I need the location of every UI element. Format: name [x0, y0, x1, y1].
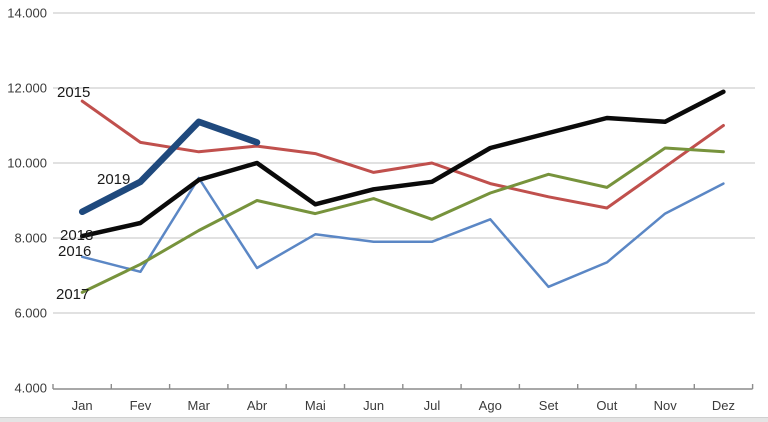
- x-axis-labels: Jan Fev Mar Abr Mai Jun Jul Ago Set Out Nov Dez: [72, 398, 735, 413]
- x-tick-label: Mar: [188, 398, 211, 413]
- chart-bottom-edge: [0, 417, 768, 422]
- y-tick-label: 4.000: [14, 381, 47, 396]
- x-tick-label: Jul: [424, 398, 441, 413]
- y-tick-label: 8.000: [14, 231, 47, 246]
- y-tick-label: 12.000: [7, 81, 47, 96]
- y-axis-labels: 4.000 6.000 8.000 10.000 12.000 14.000: [7, 6, 47, 396]
- x-tick-label: Fev: [130, 398, 152, 413]
- y-tick-label: 6.000: [14, 306, 47, 321]
- series-label-2019: 2019: [97, 171, 130, 188]
- series-line-2017: [80, 146, 725, 294]
- y-tick-label: 10.000: [7, 156, 47, 171]
- x-tick-label: Set: [539, 398, 559, 413]
- y-tick-label: 14.000: [7, 6, 47, 21]
- series-label-2015: 2015: [57, 84, 90, 101]
- series-label-2017: 2017: [56, 286, 89, 303]
- x-tick-label: Ago: [479, 398, 502, 413]
- series-line-2015: [80, 99, 725, 210]
- x-tick-label: Out: [596, 398, 617, 413]
- x-axis: [52, 384, 754, 390]
- series-line-2016: [80, 176, 725, 289]
- series-line-2019: [78, 118, 261, 216]
- x-tick-label: Dez: [712, 398, 735, 413]
- x-tick-label: Mai: [305, 398, 326, 413]
- x-tick-label: Jan: [72, 398, 93, 413]
- series-label-2018: 2018: [60, 227, 93, 244]
- x-tick-label: Nov: [654, 398, 678, 413]
- gridlines: [53, 12, 755, 314]
- series-line-2018: [79, 89, 726, 239]
- series-label-2016: 2016: [58, 243, 91, 260]
- x-tick-label: Abr: [247, 398, 268, 413]
- x-tick-label: Jun: [363, 398, 384, 413]
